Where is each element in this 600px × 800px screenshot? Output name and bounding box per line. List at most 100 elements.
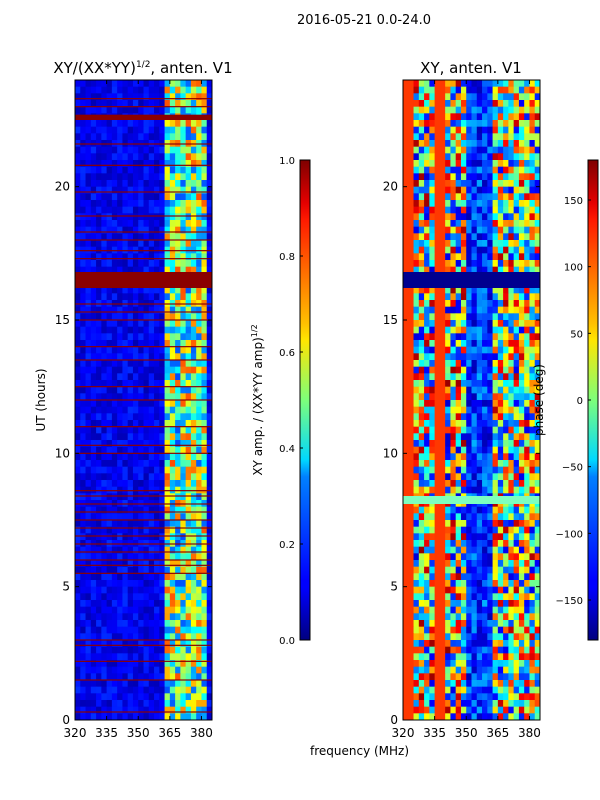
heatmap-cell [169, 346, 176, 354]
heatmap-cell [434, 180, 441, 188]
heatmap-cell [529, 520, 536, 528]
heatmap-cell [164, 673, 171, 681]
heatmap-cell [206, 480, 213, 488]
heatmap-cell [482, 580, 488, 588]
heatmap-cell [180, 326, 187, 334]
heatmap-cell [180, 473, 187, 481]
heatmap-cell [154, 400, 160, 408]
heatmap-cell [508, 373, 515, 381]
heatmap-cell [466, 206, 472, 214]
heatmap-cell [513, 326, 520, 334]
heatmap-cell [460, 360, 467, 368]
heatmap-cell [513, 700, 520, 708]
heatmap-cell [460, 326, 467, 334]
heatmap-cell [434, 240, 441, 248]
heatmap-cell [201, 260, 208, 268]
heatmap-cell [185, 560, 192, 568]
heatmap-cell [471, 446, 478, 454]
heatmap-cell [503, 400, 509, 408]
heatmap-cell [529, 613, 536, 621]
heatmap-cell [455, 380, 462, 388]
heatmap-cell [424, 186, 430, 194]
heatmap-cell [175, 453, 181, 461]
heatmap-cell [154, 206, 160, 214]
heatmap-cell [80, 173, 86, 181]
heatmap-cell [413, 686, 420, 694]
heatmap-cell [418, 546, 425, 554]
heatmap-cell [127, 86, 134, 94]
heatmap-cell [206, 633, 213, 641]
heatmap-cell [138, 673, 144, 681]
heatmap-cell [460, 433, 467, 441]
heatmap-cell [418, 100, 425, 108]
heatmap-cell [175, 240, 181, 248]
heatmap-cell [434, 413, 441, 421]
heatmap-cell [508, 80, 515, 88]
heatmap-cell [460, 140, 467, 148]
heatmap-cell [524, 306, 530, 314]
heatmap-cell [413, 473, 420, 481]
heatmap-cell [96, 380, 102, 388]
heatmap-cell [206, 253, 213, 261]
heatmap-cell [117, 473, 123, 481]
heatmap-cell [206, 326, 213, 334]
heatmap-cell [143, 446, 150, 454]
heatmap-cell [492, 533, 499, 541]
heatmap-cell [122, 266, 129, 274]
heatmap-cell [106, 240, 113, 248]
heatmap-cell [529, 566, 536, 574]
heatmap-cell [101, 460, 108, 468]
heatmap-cell [127, 400, 134, 408]
heatmap-cell [476, 466, 483, 474]
heatmap-cell [201, 400, 208, 408]
heatmap-cell [445, 620, 451, 628]
heatmap-cell [196, 646, 202, 654]
heatmap-cell [169, 566, 176, 574]
heatmap-cell [518, 86, 525, 94]
heatmap-cell [492, 426, 499, 434]
heatmap-cell [408, 173, 414, 181]
heatmap-cell [497, 613, 504, 621]
rfi-line [75, 559, 212, 561]
heatmap-cell [159, 340, 165, 348]
heatmap-cell [175, 186, 181, 194]
heatmap-cell [476, 240, 483, 248]
heatmap-cell [80, 206, 86, 214]
heatmap-cell [122, 440, 129, 448]
heatmap-cell [159, 106, 165, 114]
heatmap-cell [75, 166, 81, 174]
heatmap-cell [424, 586, 430, 594]
heatmap-cell [466, 686, 472, 694]
heatmap-cell [190, 126, 197, 134]
heatmap-cell [148, 360, 155, 368]
heatmap-cell [122, 706, 129, 714]
heatmap-cell [455, 633, 462, 641]
heatmap-cell [85, 520, 92, 528]
heatmap-cell [206, 646, 213, 654]
heatmap-cell [471, 300, 478, 308]
heatmap-cell [122, 413, 129, 421]
heatmap-cell [143, 586, 150, 594]
heatmap-cell [529, 393, 536, 401]
heatmap-cell [429, 340, 436, 348]
heatmap-cell [518, 253, 525, 261]
heatmap-cell [154, 686, 160, 694]
heatmap-cell [403, 506, 409, 514]
heatmap-cell [138, 606, 144, 614]
heatmap-cell [513, 466, 520, 474]
heatmap-cell [455, 140, 462, 148]
heatmap-cell [201, 560, 208, 568]
heatmap-cell [460, 220, 467, 228]
heatmap-cell [460, 293, 467, 301]
heatmap-cell [132, 693, 139, 701]
heatmap-cell [418, 453, 425, 461]
heatmap-cell [90, 260, 97, 268]
heatmap-cell [524, 413, 530, 421]
heatmap-cell [492, 486, 499, 494]
heatmap-cell [206, 560, 213, 568]
heatmap-cell [450, 200, 457, 208]
heatmap-cell [122, 466, 129, 474]
heatmap-cell [403, 686, 409, 694]
heatmap-cell [460, 153, 467, 161]
heatmap-cell [106, 473, 113, 481]
